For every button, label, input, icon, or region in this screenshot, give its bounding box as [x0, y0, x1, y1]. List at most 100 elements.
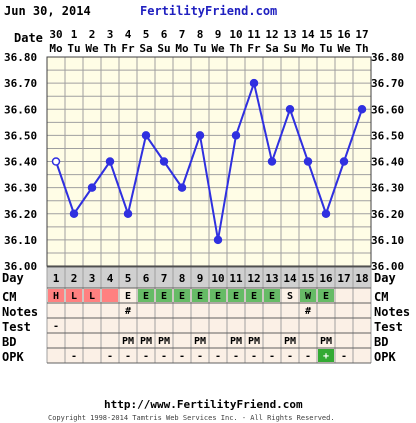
bd-value: PM [140, 336, 152, 347]
cycle-day-number: 16 [319, 272, 333, 285]
temperature-point [69, 209, 79, 218]
cycle-day-number: 6 [143, 272, 150, 285]
temperature-point [159, 157, 169, 166]
y-tick-label-left: 36.80 [4, 51, 37, 64]
date-number: 11 [247, 28, 261, 41]
cm-cell [300, 289, 316, 302]
notes-value: # [305, 306, 311, 317]
temperature-point [303, 157, 313, 166]
footer-url[interactable]: http://www.FertilityFriend.com [104, 398, 303, 411]
opk-value: - [215, 351, 221, 362]
opk-value: - [179, 351, 185, 362]
cm-cell [210, 289, 226, 302]
cycle-day-number: 1 [53, 272, 60, 285]
opk-value: + [323, 351, 329, 362]
date-number: 10 [229, 28, 242, 41]
cycle-day-number: 11 [229, 272, 243, 285]
temperature-point [285, 105, 295, 114]
bd-value: PM [122, 336, 134, 347]
y-tick-label-right: 36.30 [371, 182, 404, 195]
date-number: 14 [301, 28, 315, 41]
date-number: 12 [265, 28, 278, 41]
temperature-point [357, 105, 367, 114]
notes-label-left: Notes [2, 305, 38, 319]
y-tick-label-right: 36.60 [371, 103, 404, 116]
cm-label-left: CM [2, 290, 16, 304]
cm-value: E [179, 291, 185, 302]
weekday-label: Tu [193, 42, 206, 55]
cm-value: E [323, 291, 329, 302]
site-name-link[interactable]: FertilityFriend.com [140, 4, 277, 18]
y-tick-label-left: 36.70 [4, 77, 37, 90]
opk-value: - [107, 351, 113, 362]
date-number: 30 [49, 28, 62, 41]
cm-value: L [71, 291, 77, 302]
cm-cell [156, 289, 172, 302]
temperature-point [231, 131, 241, 140]
cycle-day-number: 15 [301, 272, 314, 285]
y-tick-label-left: 36.20 [4, 208, 37, 221]
day-label-left: Day [2, 271, 24, 285]
date-number: 4 [125, 28, 132, 41]
cm-value: L [89, 291, 95, 302]
notes-label-right: Notes [374, 305, 410, 319]
opk-value: - [161, 351, 167, 362]
test-value: - [53, 321, 59, 332]
opk-value: - [305, 351, 311, 362]
bd-value: PM [248, 336, 260, 347]
date-number: 6 [161, 28, 168, 41]
weekday-label: Th [355, 42, 368, 55]
cycle-day-number: 2 [71, 272, 78, 285]
cm-value: W [305, 291, 312, 302]
date-number: 3 [107, 28, 114, 41]
date-number: 8 [197, 28, 204, 41]
y-tick-label-right: 36.80 [371, 51, 404, 64]
weekday-label: We [337, 42, 351, 55]
test-label-left: Test [2, 320, 31, 334]
cm-cell [246, 289, 262, 302]
test-label-right: Test [374, 320, 403, 334]
cm-cell [102, 289, 118, 302]
temperature-point [51, 157, 61, 166]
cycle-day-number: 3 [89, 272, 96, 285]
cycle-day-number: 13 [265, 272, 278, 285]
cm-cell [66, 289, 82, 302]
cycle-day-number: 12 [247, 272, 260, 285]
cm-value: E [251, 291, 257, 302]
cycle-day-number: 9 [197, 272, 204, 285]
opk-value: - [341, 351, 347, 362]
cm-value: E [233, 291, 239, 302]
day-label-right: Day [374, 271, 396, 285]
bd-value: PM [194, 336, 206, 347]
cm-cell [264, 289, 280, 302]
opk-label-right: OPK [374, 350, 396, 364]
date-number: 5 [143, 28, 150, 41]
chart-date-text: Jun 30, 2014 [4, 4, 91, 18]
date-label: Date [14, 31, 43, 45]
date-number: 15 [319, 28, 332, 41]
y-tick-label-right: 36.70 [371, 77, 404, 90]
weekday-label: Su [157, 42, 170, 55]
temperature-point [195, 131, 205, 140]
date-number: 1 [71, 28, 78, 41]
opk-value: - [233, 351, 239, 362]
opk-value: - [71, 351, 77, 362]
cm-value: E [125, 291, 131, 302]
opk-label-left: OPK [2, 350, 24, 364]
weekday-label: We [85, 42, 99, 55]
bd-value: PM [320, 336, 332, 347]
y-tick-label-left: 36.40 [4, 156, 37, 169]
date-number: 7 [179, 28, 186, 41]
plot-border [46, 56, 372, 267]
date-number: 16 [337, 28, 351, 41]
temperature-point [105, 157, 115, 166]
date-number: 9 [215, 28, 222, 41]
cm-cell [318, 289, 334, 302]
cycle-day-number: 18 [355, 272, 368, 285]
y-tick-label-right: 36.40 [371, 156, 404, 169]
y-tick-label-right: 36.00 [371, 260, 404, 273]
y-tick-label-left: 36.50 [4, 129, 37, 142]
cm-cell [228, 289, 244, 302]
y-tick-label-right: 36.20 [371, 208, 404, 221]
